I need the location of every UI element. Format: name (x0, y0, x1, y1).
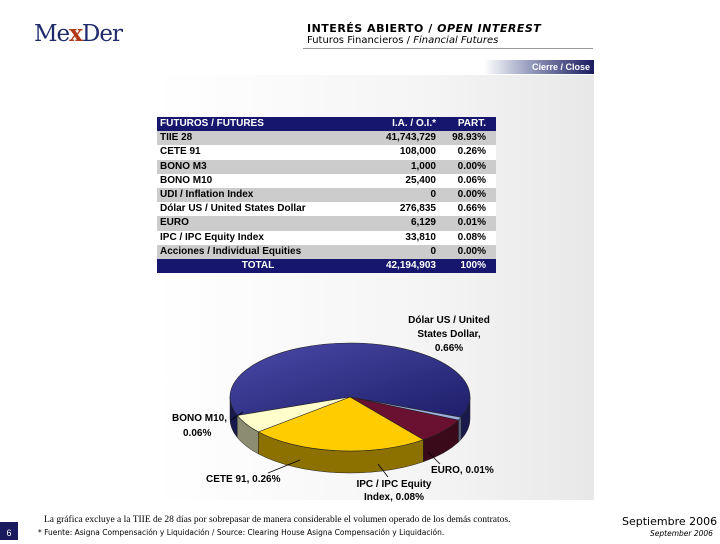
cell-oi: 41,743,729 (359, 131, 439, 146)
cell-part: 0.08% (439, 230, 496, 245)
cell-part: 0.01% (439, 216, 496, 231)
cell-oi: 108,000 (359, 145, 439, 160)
label-dolar-1: Dólar US / United (408, 315, 490, 326)
header-oi: I.A. / O.I.* (359, 117, 439, 132)
table-header-row: FUTUROS / FUTURES I.A. / O.I.* PART. (157, 117, 496, 132)
label-bono-1: BONO M10, (172, 413, 227, 424)
cell-oi: 0 (359, 188, 439, 203)
table-row: BONO M3 1,000 0.00% (157, 159, 496, 174)
cell-oi: 33,810 (359, 230, 439, 245)
cell-oi: 1,000 (359, 159, 439, 174)
pie-side-1 (458, 416, 462, 443)
close-banner: Cierre / Close (484, 60, 594, 74)
table-row: EURO 6,129 0.01% (157, 216, 496, 231)
cell-part: 0.06% (439, 173, 496, 189)
pie-slice-0 (229, 342, 471, 418)
cell-name: Dólar US / United States Dollar (157, 202, 359, 217)
table-row: TIIE 28 41,743,729 98.93% (157, 131, 496, 146)
total-label: TOTAL (157, 259, 359, 274)
table-row: CETE 91 108,000 0.26% (157, 145, 496, 160)
label-ipc-2: Index, 0.08% (364, 492, 424, 503)
table-row: Acciones / Individual Equities 0 0.00% (157, 244, 496, 260)
cell-oi: 25,400 (359, 173, 439, 189)
cell-name: BONO M10 (157, 173, 359, 189)
source-note: * Fuente: Asigna Compensación y Liquidac… (38, 528, 445, 537)
page-subtitle: Futuros Financieros / Financial Futures (307, 35, 499, 46)
cell-part: 0.66% (439, 202, 496, 217)
open-interest-table: FUTUROS / FUTURES I.A. / O.I.* PART. TII… (157, 117, 496, 274)
cell-name: EURO (157, 216, 359, 231)
cell-part: 98.93% (439, 131, 496, 146)
cell-part: 0.00% (439, 188, 496, 203)
label-euro: EURO, 0.01% (431, 465, 494, 476)
header-part: PART. (439, 117, 496, 132)
cell-oi: 6,129 (359, 216, 439, 231)
header-futures: FUTUROS / FUTURES (157, 117, 359, 132)
cell-name: IPC / IPC Equity Index (157, 230, 359, 245)
date-english: September 2006 (650, 529, 713, 538)
cell-oi: 0 (359, 244, 439, 260)
table-row: Dólar US / United States Dollar 276,835 0.… (157, 202, 496, 217)
label-ipc-1: IPC / IPC Equity (356, 479, 431, 490)
cell-oi: 276,835 (359, 202, 439, 217)
cell-name: Acciones / Individual Equities (157, 244, 359, 260)
total-oi: 42,194,903 (359, 259, 439, 274)
chart-footnote: La gráfica excluye a la TIIE de 28 días … (44, 515, 511, 525)
close-label: Cierre / Close (531, 62, 590, 72)
title-divider (303, 48, 593, 49)
pie-slice-3 (257, 396, 425, 452)
cell-part: 0.26% (439, 145, 496, 160)
cell-name: BONO M3 (157, 159, 359, 174)
table-row: UDI / Inflation Index 0 0.00% (157, 188, 496, 203)
cell-part: 0.00% (439, 244, 496, 260)
cell-part: 0.00% (439, 159, 496, 174)
page-title: INTERÉS ABIERTO / OPEN INTEREST (307, 22, 542, 35)
cell-name: TIIE 28 (157, 131, 359, 146)
label-cete: CETE 91, 0.26% (206, 474, 281, 485)
label-bono-2: 0.06% (183, 428, 211, 439)
label-dolar-3: 0.66% (435, 343, 463, 354)
cell-name: CETE 91 (157, 145, 359, 160)
table-row: IPC / IPC Equity Index 33,810 0.08% (157, 230, 496, 245)
cell-name: UDI / Inflation Index (157, 188, 359, 203)
table-total-row: TOTAL 42,194,903 100% (157, 259, 496, 274)
date-spanish: Septiembre 2006 (622, 515, 718, 528)
label-dolar-2: States Dollar, (417, 329, 481, 340)
table-row: BONO M10 25,400 0.06% (157, 173, 496, 189)
mexder-logo: MexDer (34, 20, 123, 47)
page-number: 6 (0, 522, 18, 540)
total-part: 100% (439, 259, 496, 274)
